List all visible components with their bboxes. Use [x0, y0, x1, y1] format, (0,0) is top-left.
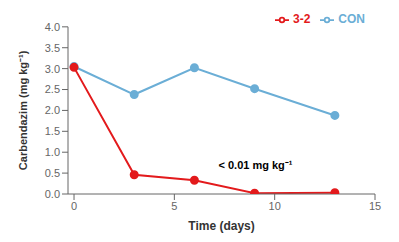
svg-text:1.5: 1.5 [45, 125, 60, 137]
svg-text:Time (days): Time (days) [188, 219, 254, 233]
svg-text:3.5: 3.5 [45, 42, 60, 54]
html-text:3-2: 3-2 [293, 12, 311, 26]
svg-text:15: 15 [369, 200, 381, 212]
svg-text:2.0: 2.0 [45, 104, 60, 116]
svg-text:5: 5 [171, 200, 177, 212]
svg-text:< 0.01 mg kg⁻¹: < 0.01 mg kg⁻¹ [218, 159, 292, 171]
svg-text:0: 0 [71, 200, 77, 212]
svg-text:10: 10 [269, 200, 281, 212]
svg-text:1.0: 1.0 [45, 146, 60, 158]
svg-text:Carbendazim (mg kg⁻¹): Carbendazim (mg kg⁻¹) [17, 50, 29, 170]
svg-text:0.5: 0.5 [45, 167, 60, 179]
svg-text:3.0: 3.0 [45, 63, 60, 75]
html-text:CON: CON [338, 12, 365, 26]
svg-text:0.0: 0.0 [45, 188, 60, 200]
svg-text:4.0: 4.0 [45, 21, 60, 33]
svg-text:2.5: 2.5 [45, 83, 60, 95]
